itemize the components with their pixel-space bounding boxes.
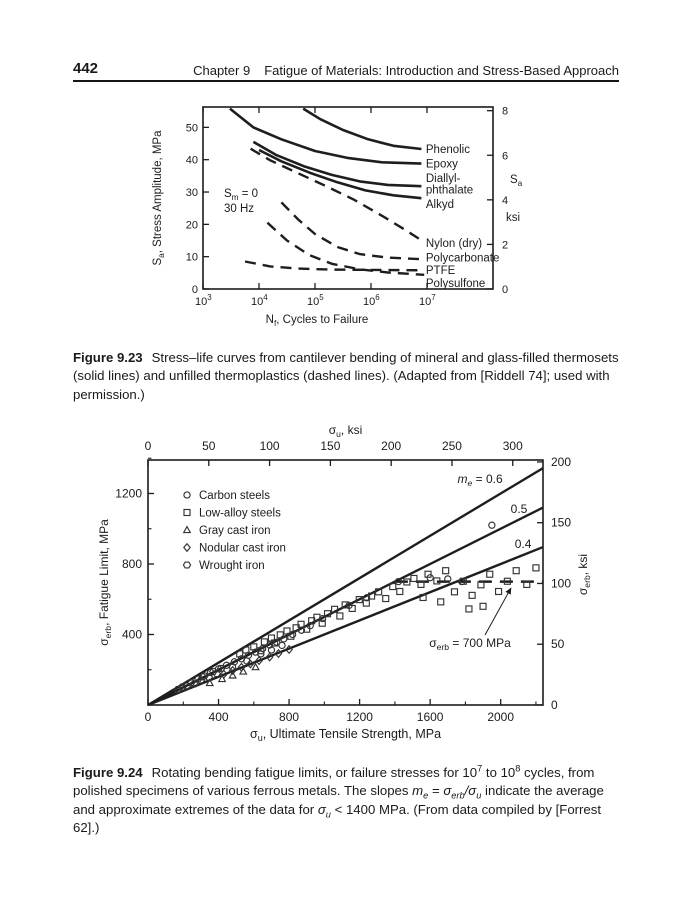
top-tick-label: 100: [260, 439, 280, 453]
legend-label-circle: Carbon steels: [199, 490, 270, 502]
top-tick-label: 200: [381, 439, 401, 453]
x-tick-label: 107: [419, 293, 436, 308]
curve-label: Epoxy: [426, 159, 458, 171]
legend-label-square: Low-alloy steels: [199, 508, 281, 520]
y2-tick-label: 4: [502, 195, 508, 207]
mean-stress-annotation: Sm = 0: [224, 188, 258, 202]
slope-label-0.5: 0.5: [511, 502, 528, 516]
right-tick-label: 200: [551, 455, 571, 469]
y-tick-label: 20: [186, 219, 198, 231]
bottom-tick-label: 800: [279, 710, 299, 724]
chapter-label: Chapter 9: [193, 63, 251, 78]
bottom-tick-label: 1600: [417, 710, 444, 724]
left-tick-label: 800: [122, 557, 142, 571]
left-tick-label: 1200: [115, 486, 142, 500]
x-axis-title: Nf, Cycles to Failure: [266, 314, 369, 328]
curve-label: Nylon (dry): [426, 238, 482, 250]
top-axis-title: σu, ksi: [329, 423, 363, 439]
right-tick-label: 0: [551, 698, 558, 712]
bottom-tick-label: 1200: [346, 710, 373, 724]
top-tick-label: 50: [202, 439, 216, 453]
fig-9-24-chart: 0 50 100 150 200 250 300 σu, ksi 0 400 800 1200 1600…: [97, 423, 592, 743]
curve-ptfe: [244, 260, 425, 272]
bottom-tick-label: 400: [209, 710, 229, 724]
right-tick-label: 50: [551, 637, 565, 651]
top-tick-label: 250: [442, 439, 462, 453]
right-tick-label: 100: [551, 576, 571, 590]
bottom-tick-label: 2000: [487, 710, 514, 724]
curve-label: PTFE: [426, 265, 456, 277]
curve-polysulfone: [266, 221, 425, 276]
slope-label-0.6: me = 0.6: [457, 472, 502, 488]
y-tick-label: 30: [186, 187, 198, 199]
annotation-arrow: [484, 587, 512, 636]
slope-label-0.4: 0.4: [515, 537, 532, 551]
left-tick-label: 400: [122, 627, 142, 641]
y-tick-label: 10: [186, 252, 198, 264]
curve-polycarbonate: [280, 201, 425, 261]
scatter-wrought-iron: [173, 664, 226, 693]
x-tick-label: 105: [307, 293, 324, 308]
y2-tick-label: 2: [502, 239, 508, 251]
y2-tick-label: 8: [502, 106, 508, 118]
slope-line-0.4: [147, 545, 544, 707]
scatter-low-alloy-steels: [236, 564, 540, 658]
chapter-title: Fatigue of Materials: Introduction and S…: [264, 63, 619, 78]
curve-epoxy: [229, 107, 422, 165]
chapter-header: Chapter 9 Fatigue of Materials: Introduct…: [193, 63, 619, 78]
right-axis-title: σerb, ksi: [576, 554, 592, 595]
left-axis-title: σerb, Fatigue Limit, MPa: [97, 519, 113, 646]
curve-label: Polysulfone: [426, 278, 485, 290]
fig-9-24-caption: Figure 9.24 Rotating bending fatigue limi…: [73, 763, 604, 836]
header-rule: [73, 80, 619, 82]
sn-plot: 103 104 105 106 107 0 10 20 30 40 50 0 2 4 6 8 Sa ksi Sa, …: [152, 106, 523, 328]
legend-label-triangle: Gray cast iron: [199, 525, 271, 537]
top-tick-label: 0: [145, 439, 152, 453]
legend: Carbon steels Low-alloy steels Gray cast i…: [182, 490, 286, 572]
plateau-annotation: σerb = 700 MPa: [429, 636, 511, 652]
x-tick-label: 104: [251, 293, 268, 308]
frequency-annotation: 30 Hz: [224, 203, 254, 215]
bottom-axis-title: σu, Ultimate Tensile Strength, MPa: [250, 727, 441, 743]
y-tick-label: 50: [186, 122, 198, 134]
x-tick-label: 103: [195, 293, 212, 308]
legend-label-diamond: Nodular cast iron: [199, 543, 286, 555]
curve-nylon-dry-: [249, 147, 425, 244]
y-tick-label: 0: [192, 284, 198, 296]
curve-label: Diallyl-: [426, 173, 461, 185]
curve-diallyl-phthalate: [252, 140, 422, 188]
top-tick-label: 150: [320, 439, 340, 453]
y2-tick-label: 0: [502, 284, 508, 296]
right-axis-unit: ksi: [506, 212, 520, 224]
fatigue-plot: 0 50 100 150 200 250 300 σu, ksi 0 400 800 1200 1600…: [97, 423, 592, 743]
curve-label: Polycarbonate: [426, 253, 500, 265]
legend-label-hexagon: Wrought iron: [199, 560, 265, 572]
page-number: 442: [73, 60, 99, 77]
y2-tick-label: 6: [502, 150, 508, 162]
curve-label: Alkyd: [426, 199, 454, 211]
right-tick-label: 150: [551, 516, 571, 530]
x-tick-label: 106: [363, 293, 380, 308]
curve-label: phthalate: [426, 184, 473, 196]
scatter-nodular-cast-iron: [219, 644, 294, 679]
y-tick-label: 40: [186, 155, 198, 167]
curve-alkyd: [258, 148, 422, 200]
top-tick-label: 300: [503, 439, 523, 453]
y-axis-title: Sa, Stress Amplitude, MPa: [152, 130, 166, 266]
curve-phenolic: [302, 107, 422, 151]
plot-frame: [202, 106, 494, 290]
curve-label: Phenolic: [426, 144, 470, 156]
fig-9-23-caption: Figure 9.23 Stress–life curves from canti…: [73, 350, 619, 402]
bottom-tick-label: 0: [145, 710, 152, 724]
fig-9-23-chart: 103 104 105 106 107 0 10 20 30 40 50 0 2 4 6 8 Sa ksi Sa, …: [152, 106, 523, 328]
slope-line-0.6: [147, 467, 544, 707]
right-axis-title: Sa: [510, 174, 523, 188]
